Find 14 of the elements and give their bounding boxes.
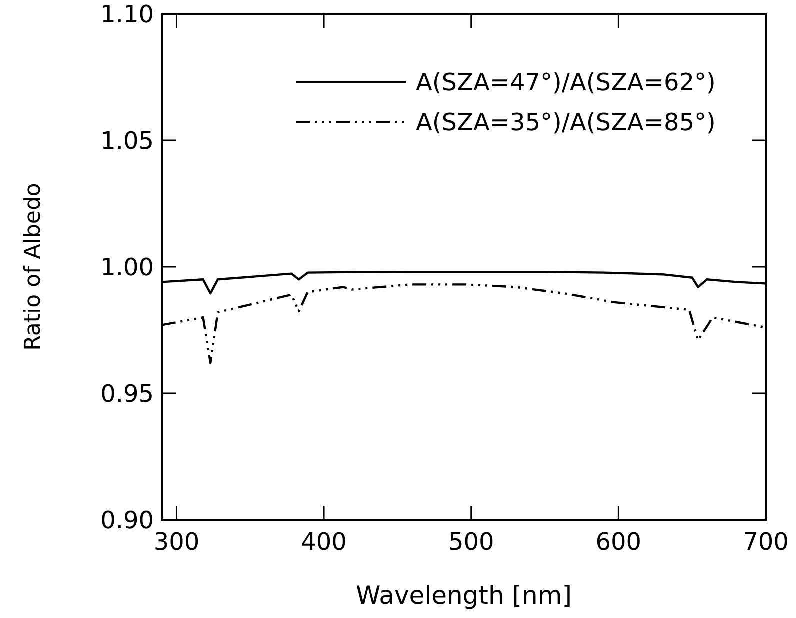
y-tick-label: 0.95: [100, 380, 154, 408]
legend-label: A(SZA=47°)/A(SZA=62°): [416, 68, 716, 96]
x-tick-label: 400: [301, 528, 347, 556]
y-tick-label: 1.00: [100, 253, 154, 282]
x-axis-title: Wavelength [nm]: [356, 581, 572, 610]
y-tick-label: 1.05: [100, 126, 154, 155]
x-tick-label: 300: [154, 528, 200, 556]
y-tick-label: 1.10: [100, 0, 154, 28]
y-tick-label: 0.90: [100, 506, 154, 534]
y-axis-title: Ratio of Albedo: [21, 183, 46, 351]
legend-label: A(SZA=35°)/A(SZA=85°): [416, 108, 716, 136]
x-tick-label: 600: [596, 528, 642, 556]
x-tick-label: 500: [448, 528, 494, 556]
x-tick-label: 700: [743, 528, 789, 556]
